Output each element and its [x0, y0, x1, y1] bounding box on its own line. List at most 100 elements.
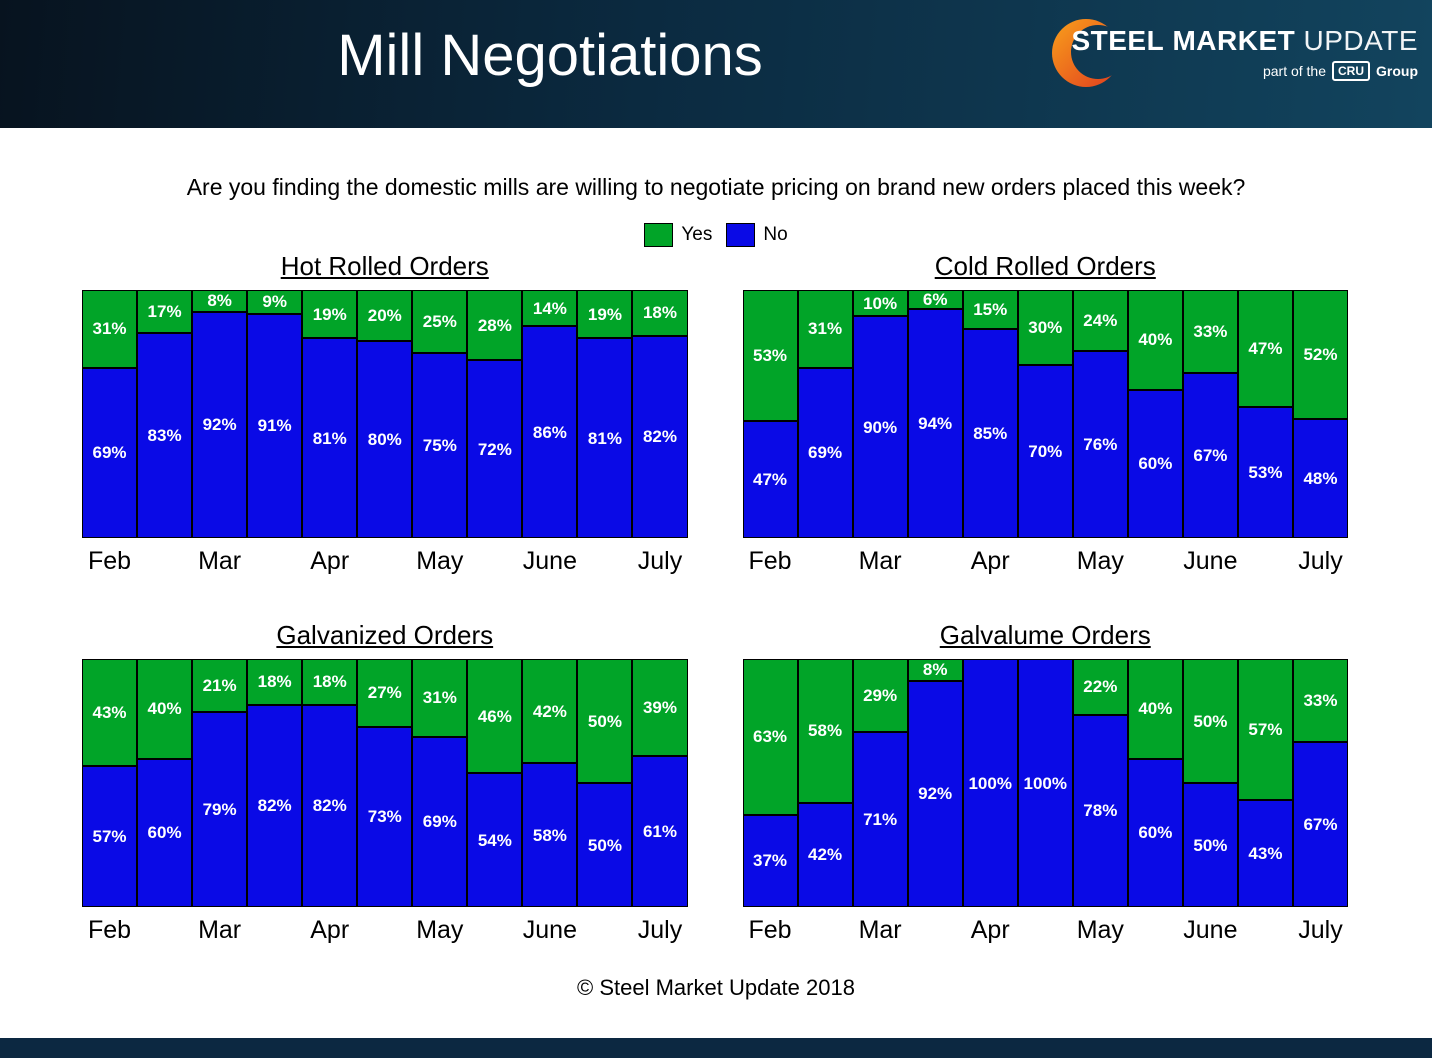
stacked-bar: 18% 82%	[302, 659, 358, 907]
stacked-bar: 17% 83%	[137, 290, 193, 538]
yes-bar-segment: 6%	[907, 290, 963, 309]
yes-bar-segment: 18%	[302, 659, 358, 705]
percent-label: 39%	[642, 698, 677, 718]
month-label: May	[1076, 546, 1124, 575]
yes-bar-segment: 8%	[907, 659, 963, 681]
percent-label: 85%	[973, 423, 1008, 443]
charts-grid: Hot Rolled Orders 31% 69% 17% 83% 8% 92% 9% 91%…	[0, 247, 1432, 953]
no-bar-segment: 82%	[632, 335, 688, 538]
stacked-bar: 42% 58%	[522, 659, 578, 907]
month-label: Mar	[858, 915, 902, 944]
tagline-suffix: Group	[1376, 63, 1418, 79]
yes-bar-segment: 21%	[192, 659, 248, 713]
no-bar-segment: 67%	[1292, 741, 1349, 907]
no-bar-segment: 47%	[742, 421, 798, 538]
stacked-bar: 50% 50%	[1182, 659, 1238, 907]
brand-steel: STEEL	[1071, 25, 1165, 56]
no-bar-segment: 69%	[412, 736, 468, 907]
no-bar-segment: 60%	[1127, 389, 1183, 538]
chart-title: Cold Rolled Orders	[934, 251, 1156, 281]
chart-hot-rolled-orders: Hot Rolled Orders 31% 69% 17% 83% 8% 92% 9% 91%…	[82, 251, 688, 584]
month-label: June	[522, 546, 577, 575]
stacked-bar: 31% 69%	[412, 659, 468, 907]
yes-bar-segment: 50%	[1182, 659, 1238, 783]
stacked-bar: 57% 43%	[1237, 659, 1293, 907]
stacked-bar: 40% 60%	[1127, 290, 1183, 538]
percent-label: 40%	[147, 699, 182, 719]
percent-label: 33%	[1193, 321, 1228, 341]
percent-label: 71%	[863, 809, 898, 829]
stacked-bar: 18% 82%	[632, 290, 688, 538]
percent-label: 30%	[1028, 318, 1063, 338]
stacked-bar: 58% 42%	[797, 659, 853, 907]
percent-label: 57%	[92, 826, 127, 846]
plot-area: 31% 69% 17% 83% 8% 92% 9% 91% 19% 81% 20% 80% 25% 75%…	[82, 290, 688, 538]
percent-label: 43%	[1248, 844, 1283, 864]
no-bar-segment: 100%	[1017, 659, 1073, 907]
stacked-bar: 19% 81%	[302, 290, 358, 538]
legend-no-label: No	[763, 224, 788, 245]
percent-label: 61%	[642, 822, 677, 842]
legend-item-yes: Yes	[644, 223, 712, 247]
stacked-bar: 31% 69%	[82, 290, 138, 538]
month-label: Apr	[310, 915, 350, 944]
yes-bar-segment: 43%	[82, 659, 138, 766]
no-bar-segment: 81%	[577, 338, 633, 538]
month-label: Feb	[748, 546, 792, 575]
no-bar-segment: 54%	[467, 773, 523, 907]
stacked-bar: 100%	[962, 659, 1018, 907]
month-label: July	[637, 915, 683, 944]
yes-bar-segment: 24%	[1072, 290, 1128, 351]
smu-logo: STEEL MARKET UPDATE part of the CRU Grou…	[1049, 16, 1418, 90]
percent-label: 52%	[1303, 344, 1338, 364]
percent-label: 50%	[1193, 835, 1228, 855]
plot-area: 63% 37% 58% 42% 29% 71% 8% 92% 100% 100% 22% 78% 40%…	[742, 659, 1349, 907]
percent-label: 29%	[863, 685, 898, 705]
percent-label: 79%	[202, 800, 237, 820]
stacked-bar: 25% 75%	[412, 290, 468, 538]
stacked-bar: 20% 80%	[357, 290, 413, 538]
yes-bar-segment: 14%	[522, 290, 578, 327]
percent-label: 15%	[973, 299, 1008, 319]
percent-label: 69%	[808, 443, 843, 463]
main-content: Are you finding the domestic mills are w…	[0, 128, 1432, 1038]
plot-area: 53% 47% 31% 69% 10% 90% 6% 94% 15% 85% 30% 70% 24% 76…	[742, 290, 1349, 538]
percent-label: 50%	[587, 835, 622, 855]
yes-bar-segment: 47%	[1237, 290, 1293, 407]
yes-bar-segment: 27%	[357, 659, 413, 727]
smu-crescent-icon	[1052, 19, 1121, 87]
no-bar-segment: 85%	[962, 328, 1018, 538]
month-label: Mar	[198, 546, 242, 575]
smu-logo-text: STEEL MARKET UPDATE part of the CRU Grou…	[1071, 25, 1418, 81]
stacked-bar: 10% 90%	[852, 290, 908, 538]
cru-badge: CRU	[1332, 61, 1370, 81]
no-bar-segment: 86%	[522, 326, 578, 538]
percent-label: 81%	[312, 428, 347, 448]
percent-label: 25%	[422, 312, 457, 331]
percent-label: 8%	[922, 660, 948, 680]
percent-label: 72%	[477, 439, 512, 459]
yes-bar-segment: 17%	[137, 290, 193, 334]
percent-label: 70%	[1028, 442, 1063, 462]
percent-label: 100%	[1023, 773, 1067, 793]
yes-bar-segment: 63%	[742, 659, 798, 815]
percent-label: 8%	[207, 291, 232, 311]
percent-label: 53%	[753, 346, 788, 366]
percent-label: 50%	[587, 711, 622, 731]
percent-label: 47%	[1248, 338, 1283, 358]
month-label: Mar	[858, 546, 902, 575]
no-bar-segment: 79%	[192, 712, 248, 907]
stacked-bar: 46% 54%	[467, 659, 523, 907]
percent-label: 27%	[367, 683, 402, 703]
stacked-bar: 21% 79%	[192, 659, 248, 907]
stacked-bar: 39% 61%	[632, 659, 688, 907]
yes-bar-segment: 28%	[467, 290, 523, 361]
percent-label: 10%	[863, 293, 898, 313]
no-bar-segment: 78%	[1072, 714, 1128, 907]
month-label: July	[637, 546, 683, 575]
legend-item-no: No	[726, 223, 788, 247]
percent-label: 75%	[422, 436, 457, 455]
yes-bar-segment: 19%	[302, 290, 358, 339]
yes-bar-segment: 33%	[1292, 659, 1349, 742]
no-swatch	[726, 223, 756, 247]
